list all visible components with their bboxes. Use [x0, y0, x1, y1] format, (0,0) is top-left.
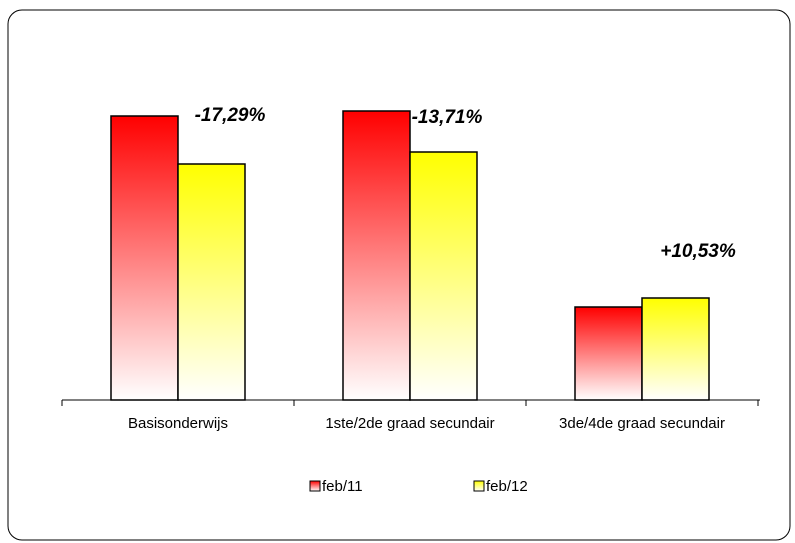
legend-swatch [473, 480, 485, 492]
legend-label: feb/11 [322, 478, 363, 495]
x-tick-label: 1ste/2de graad secundair [325, 415, 494, 432]
bar [574, 306, 643, 401]
bar [409, 151, 478, 401]
annotation: +10,53% [660, 241, 736, 262]
x-tick-label: Basisonderwijs [128, 415, 228, 432]
annotation: -13,71% [412, 107, 483, 128]
annotation: -17,29% [195, 105, 266, 126]
legend-label: feb/12 [486, 478, 528, 495]
legend-swatch [309, 480, 321, 492]
bar [110, 115, 179, 401]
x-tick-label: 3de/4de graad secundair [559, 415, 725, 432]
bar [342, 110, 411, 401]
bar [177, 163, 246, 401]
bar [641, 297, 710, 401]
